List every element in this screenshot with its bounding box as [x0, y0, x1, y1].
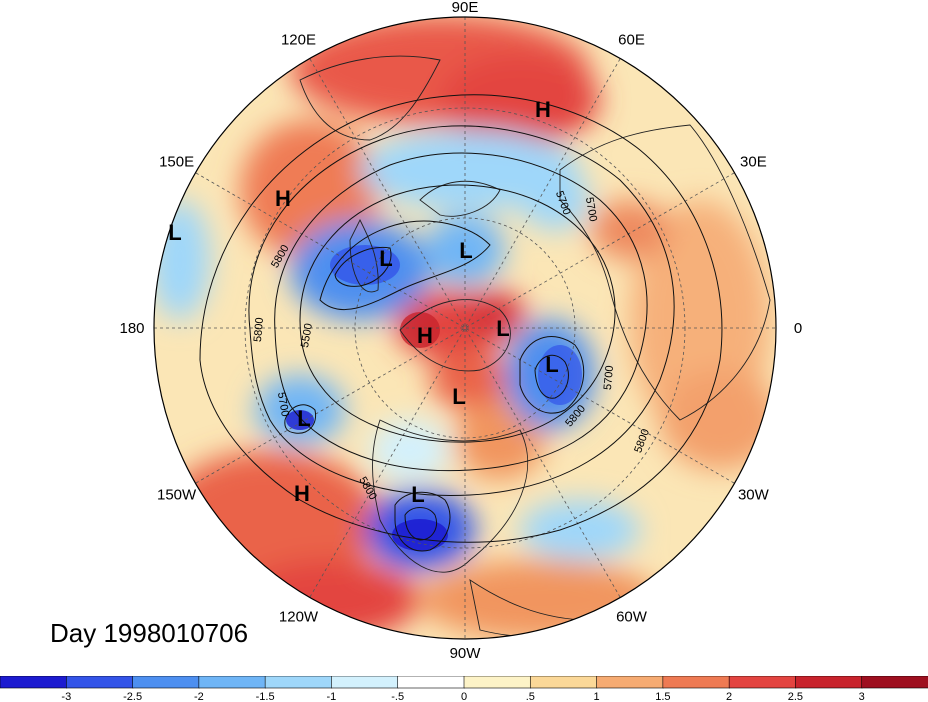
colorbar-swatch-2	[132, 676, 200, 689]
pressure-center-6: L	[496, 316, 509, 341]
colorbar-swatch-7	[463, 676, 532, 689]
colorbar-swatch-8	[529, 676, 598, 689]
map-boundary	[153, 16, 777, 640]
pressure-center-4: L	[459, 238, 472, 263]
longitude-label-9: 180	[119, 320, 144, 337]
contour-label-4: 5700	[275, 391, 291, 417]
colorbar-swatch-6	[397, 676, 465, 689]
colorbar-swatch-3	[198, 676, 266, 689]
contour-label-3: 5500	[299, 322, 315, 348]
colorbar-swatch-4	[264, 676, 333, 689]
pressure-center-5: H	[417, 323, 433, 348]
contour-label-6: 5700	[602, 365, 616, 390]
longitude-label-4: 30W	[738, 487, 770, 504]
colorbar-swatch-1	[65, 676, 134, 689]
colorbar-swatch-9	[596, 676, 664, 689]
colorbar-tick-9: 1.5	[655, 691, 670, 702]
pressure-center-1: H	[275, 186, 291, 211]
colorbar-tick-5: -.5	[391, 691, 404, 702]
longitude-label-8: 150W	[157, 487, 197, 504]
colorbar-tick-4: -1	[327, 691, 337, 702]
longitude-label-3: 0	[794, 320, 802, 337]
colorbar-swatch-11	[728, 676, 797, 689]
colorbar-tick-3: -1.5	[256, 691, 275, 702]
pressure-center-0: H	[535, 97, 551, 122]
pressure-center-9: H	[294, 481, 310, 506]
colorbar-tick-12: 3	[859, 691, 865, 702]
contour-label-2: 5800	[252, 317, 266, 342]
colorbar-tick-7: .5	[526, 691, 535, 702]
contour-label-9: 5700	[583, 196, 599, 222]
colorbar-tick-11: 2.5	[788, 691, 803, 702]
pressure-center-8: L	[452, 384, 465, 409]
colorbar-tick-0: -3	[61, 691, 71, 702]
pressure-center-markers: H H L L L H L L L H L L	[168, 97, 558, 507]
colorbar-swatch-0	[0, 676, 68, 689]
colorbar: -3 -2.5 -2 -1.5 -1 -.5 0 .5 1 1.5 2 2.5 3	[0, 676, 928, 702]
map-title: Day 1998010706	[50, 618, 249, 648]
pressure-center-2: L	[168, 220, 181, 245]
longitude-label-1: 60E	[618, 32, 645, 49]
longitude-label-2: 30E	[740, 154, 767, 171]
colorbar-swatch-13	[861, 676, 928, 689]
colorbar-swatch-10	[662, 676, 730, 689]
colorbar-tick-8: 1	[594, 691, 600, 702]
pressure-center-10: L	[297, 406, 310, 431]
longitude-label-5: 60W	[616, 608, 648, 625]
pressure-center-11: L	[411, 482, 424, 507]
longitude-label-0: 90E	[452, 0, 479, 16]
height-contours	[199, 94, 723, 552]
pressure-center-3: L	[379, 246, 392, 271]
longitude-label-7: 120W	[279, 608, 319, 625]
colorbar-swatch-5	[331, 676, 399, 689]
colorbar-tick-10: 2	[726, 691, 732, 702]
longitude-label-6: 90W	[450, 645, 482, 662]
pressure-center-7: L	[545, 352, 558, 377]
longitude-label-11: 120E	[281, 32, 316, 49]
colorbar-tick-1: -2.5	[123, 691, 142, 702]
longitude-label-10: 150E	[159, 154, 194, 171]
colorbar-tick-2: -2	[194, 691, 204, 702]
coastlines	[299, 55, 771, 637]
colorbar-tick-6: 0	[461, 691, 467, 702]
longitude-labels: 90E 60E 30E 0 30W 60W 90W 120W 150W 180 150E 120E	[119, 0, 802, 662]
colorbar-swatch-12	[795, 676, 863, 689]
